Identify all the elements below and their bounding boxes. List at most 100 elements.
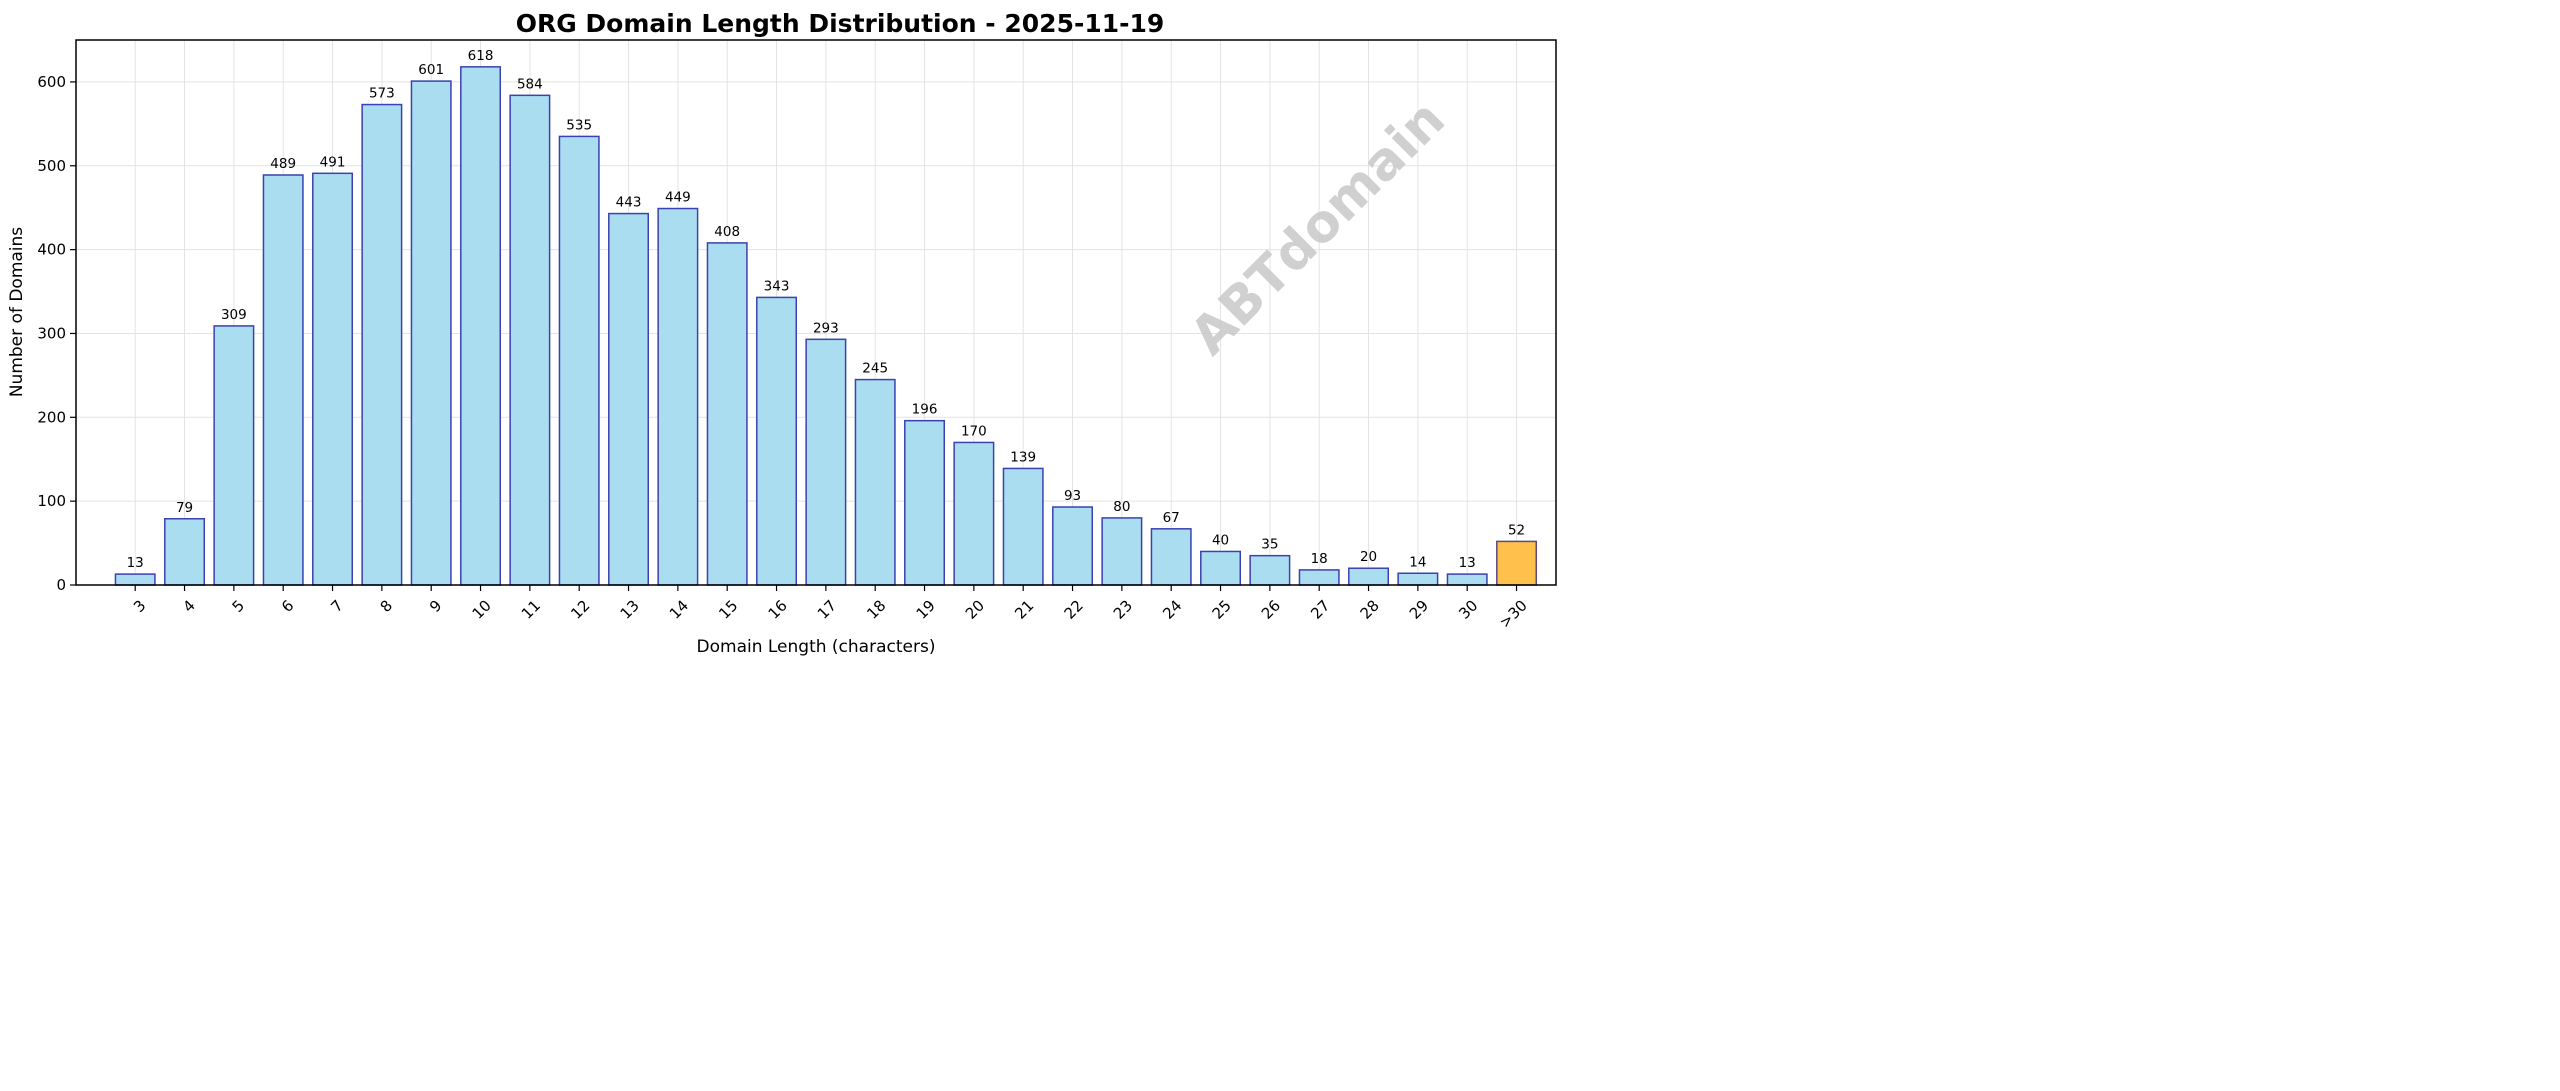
x-tick-label: 26 <box>1258 597 1284 623</box>
data-labels: 13 79 309 489 491 573 601 618 584 535 443 449 408 343… <box>127 48 1526 571</box>
y-tick-label: 600 <box>37 73 66 91</box>
y-tick-label: 500 <box>37 157 66 175</box>
bar-3 <box>114 573 156 586</box>
x-tick-label: 17 <box>814 597 840 623</box>
bar-12 <box>558 135 600 586</box>
data-label-24: 67 <box>1163 510 1180 526</box>
x-tick-label: 27 <box>1307 597 1333 623</box>
x-tick-label: 22 <box>1061 597 1087 623</box>
bar-24 <box>1150 528 1192 586</box>
bar-7 <box>312 172 354 586</box>
data-label-16: 343 <box>764 278 790 294</box>
bar-25 <box>1200 550 1242 586</box>
data-label-21: 139 <box>1010 449 1036 465</box>
x-tick-label: 19 <box>913 597 939 623</box>
bar->30 <box>1496 540 1538 586</box>
data-label-13: 443 <box>616 195 642 211</box>
bar-5 <box>213 325 255 586</box>
y-tick-label: 0 <box>56 576 66 594</box>
bar-26 <box>1249 554 1291 586</box>
bar-8 <box>361 103 403 586</box>
x-tick-label: >30 <box>1496 597 1531 632</box>
data-label-29: 14 <box>1409 554 1426 570</box>
data-label-20: 170 <box>961 423 987 439</box>
y-tick-label: 400 <box>37 241 66 259</box>
data-label-3: 13 <box>127 555 144 571</box>
bar-14 <box>657 207 699 586</box>
data-label-27: 18 <box>1311 551 1328 567</box>
bar-13 <box>608 212 650 586</box>
data-label-15: 408 <box>714 224 740 240</box>
x-tick-label: 24 <box>1159 597 1185 623</box>
data-label-19: 196 <box>912 402 938 418</box>
data-label-10: 618 <box>468 48 494 64</box>
bar-27 <box>1298 569 1340 586</box>
x-tick-label: 3 <box>130 597 149 616</box>
bar-4 <box>164 518 206 586</box>
data-label-4: 79 <box>176 500 193 516</box>
y-axis-ticks: 0 100 200 300 400 500 600 <box>37 73 76 594</box>
x-tick-label: 30 <box>1455 597 1481 623</box>
x-tick-label: 7 <box>327 597 346 616</box>
plot-frame <box>75 39 1557 586</box>
data-label-12: 535 <box>566 117 592 133</box>
bar-22 <box>1052 506 1094 586</box>
chart-title: ORG Domain Length Distribution - 2025-11… <box>516 9 1165 38</box>
bar-17 <box>805 338 847 586</box>
bars <box>114 66 1538 586</box>
data-label-28: 20 <box>1360 549 1377 565</box>
bar-20 <box>953 441 995 586</box>
data-label-25: 40 <box>1212 532 1229 548</box>
data-label-14: 449 <box>665 190 691 206</box>
bar-16 <box>756 296 798 586</box>
data-label-22: 93 <box>1064 488 1081 504</box>
data-label-30: 13 <box>1459 555 1476 571</box>
bar-11 <box>509 94 551 586</box>
x-tick-label: 16 <box>765 597 791 623</box>
bar-6 <box>262 174 304 586</box>
x-tick-label: 4 <box>179 597 198 616</box>
bar-15 <box>706 242 748 586</box>
x-axis-label: Domain Length (characters) <box>697 637 936 657</box>
bar-23 <box>1101 517 1143 586</box>
bar-30 <box>1446 573 1488 586</box>
x-tick-label: 29 <box>1406 597 1432 623</box>
bar-29 <box>1397 572 1439 586</box>
x-tick-label: 8 <box>377 597 396 616</box>
x-tick-label: 6 <box>278 597 297 616</box>
bar-18 <box>854 378 896 586</box>
data-label-8: 573 <box>369 86 395 102</box>
x-axis-ticks: 3 4 5 6 7 8 9 10 11 12 13 14 15 16 17 18 19 20 21 22 23 24 25 2… <box>130 585 1531 632</box>
x-tick-label: 23 <box>1110 597 1136 623</box>
data-label-7: 491 <box>320 154 346 170</box>
bar-10 <box>460 66 502 586</box>
bar-28 <box>1348 567 1390 586</box>
y-tick-label: 200 <box>37 408 66 426</box>
x-tick-label: 12 <box>567 597 593 623</box>
x-tick-label: 21 <box>1011 597 1037 623</box>
x-tick-label: 28 <box>1357 597 1383 623</box>
x-tick-label: 13 <box>617 597 643 623</box>
x-tick-label: 18 <box>863 597 889 623</box>
data-label-17: 293 <box>813 320 839 336</box>
x-tick-label: 14 <box>666 597 692 623</box>
data-label-9: 601 <box>418 62 444 78</box>
x-tick-label: 9 <box>426 597 445 616</box>
data-label-6: 489 <box>270 156 296 172</box>
bar-21 <box>1002 467 1044 586</box>
bar-19 <box>904 419 946 586</box>
y-axis-label: Number of Domains <box>7 227 27 397</box>
data-label-11: 584 <box>517 76 543 92</box>
data-label-5: 309 <box>221 307 247 323</box>
x-tick-label: 5 <box>229 597 248 616</box>
y-tick-label: 100 <box>37 492 66 510</box>
x-tick-label: 11 <box>518 597 544 623</box>
x-tick-label: 10 <box>469 597 495 623</box>
data-label-23: 80 <box>1113 499 1130 515</box>
y-tick-label: 300 <box>37 324 66 342</box>
bar-9 <box>410 80 452 586</box>
data-label-26: 35 <box>1261 537 1278 553</box>
data-label-18: 245 <box>862 361 888 377</box>
data-label->30: 52 <box>1508 522 1525 538</box>
